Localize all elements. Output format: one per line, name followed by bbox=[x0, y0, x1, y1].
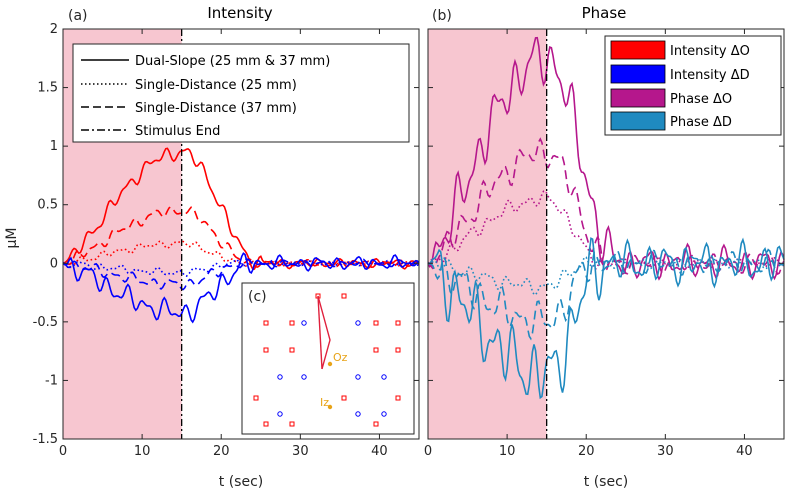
series-line-4 bbox=[62, 258, 420, 291]
inset-c-channel-1 bbox=[317, 295, 331, 370]
y-tick-label: 2 bbox=[50, 22, 58, 37]
series-line-3 bbox=[62, 252, 420, 324]
legend-a-item-3: Stimulus End bbox=[135, 124, 220, 139]
y-tick-label: 0 bbox=[50, 256, 58, 271]
source-marker bbox=[253, 395, 259, 401]
inset-c-channel-2 bbox=[317, 295, 323, 370]
detector-marker bbox=[355, 374, 361, 380]
legend-a-item-1: Single-Distance (25 mm) bbox=[135, 78, 297, 93]
legend-b: Intensity ΔO Intensity ΔD Phase ΔO Phase… bbox=[604, 35, 782, 136]
series-line-5 bbox=[62, 258, 420, 278]
inset-c-label: (c) bbox=[248, 289, 267, 305]
panel-a-ticks: 0 10 20 30 40 -1.5 -1 -0.5 0 0.5 1 1.5 2 bbox=[33, 22, 419, 459]
legend-a-item-2: Single-Distance (37 mm) bbox=[135, 101, 297, 116]
legend-b-item-1: Intensity ΔD bbox=[670, 68, 750, 83]
x-tick-label: 20 bbox=[578, 444, 595, 459]
source-marker bbox=[373, 421, 379, 427]
panel-a-series bbox=[62, 147, 420, 324]
legend-b-item-0: Intensity ΔO bbox=[670, 44, 750, 59]
legend-b-swatch-1 bbox=[610, 64, 666, 84]
panel-a-ylabel: μM bbox=[4, 228, 20, 249]
oz-label: Oz bbox=[333, 351, 348, 364]
legend-b-item-2: Phase ΔO bbox=[670, 92, 732, 107]
source-marker bbox=[289, 421, 295, 427]
series-line-3 bbox=[427, 237, 785, 400]
iz-label: Iz bbox=[320, 396, 329, 409]
panel-a-xlabel: t (sec) bbox=[219, 474, 263, 490]
source-marker bbox=[263, 347, 269, 353]
stimulus-shade-b bbox=[428, 29, 547, 439]
panel-a-axes bbox=[62, 28, 420, 440]
inset-c-points bbox=[253, 293, 401, 427]
panel-b-ticks: 0 10 20 30 40 bbox=[424, 28, 784, 459]
source-marker bbox=[263, 320, 269, 326]
series-line-4 bbox=[427, 248, 785, 341]
panel-a: (a) Intensity 0 10 20 30 40 -1.5 -1 -0.5 0 0.5 1 1.… bbox=[4, 4, 420, 490]
iz-marker bbox=[327, 404, 333, 410]
x-tick-label: 0 bbox=[424, 444, 432, 459]
panel-a-title: Intensity bbox=[207, 4, 272, 22]
source-marker bbox=[289, 320, 295, 326]
detector-marker bbox=[301, 320, 307, 326]
detector-marker bbox=[381, 374, 387, 380]
y-tick-label: 1.5 bbox=[37, 81, 58, 96]
inset-c: (c) Oz Iz bbox=[241, 282, 415, 435]
series-line-0 bbox=[427, 36, 785, 281]
y-tick-label: -1.5 bbox=[33, 432, 58, 447]
source-marker bbox=[395, 395, 401, 401]
detector-marker bbox=[277, 411, 283, 417]
source-marker bbox=[373, 347, 379, 353]
series-line-2 bbox=[427, 190, 785, 271]
source-marker bbox=[289, 347, 295, 353]
x-tick-label: 40 bbox=[736, 444, 753, 459]
y-tick-label: -0.5 bbox=[33, 315, 58, 330]
inset-c-box bbox=[241, 282, 415, 435]
x-tick-label: 20 bbox=[213, 444, 230, 459]
source-marker bbox=[373, 320, 379, 326]
x-tick-label: 10 bbox=[134, 444, 151, 459]
x-tick-label: 0 bbox=[59, 444, 67, 459]
x-tick-label: 40 bbox=[371, 444, 388, 459]
detector-marker bbox=[301, 374, 307, 380]
legend-b-swatch-0 bbox=[610, 40, 666, 60]
legend-a: Dual-Slope (25 mm & 37 mm) Single-Distan… bbox=[72, 43, 410, 143]
y-tick-label: 0.5 bbox=[37, 198, 58, 213]
detector-marker bbox=[355, 320, 361, 326]
panel-b-series bbox=[427, 36, 785, 400]
source-marker bbox=[263, 421, 269, 427]
panel-b-axes bbox=[427, 28, 785, 440]
detector-marker bbox=[381, 411, 387, 417]
series-line-1 bbox=[62, 205, 420, 269]
x-tick-label: 10 bbox=[499, 444, 516, 459]
series-line-1 bbox=[427, 137, 785, 276]
panel-a-label: (a) bbox=[68, 8, 88, 24]
detector-marker bbox=[277, 374, 283, 380]
legend-a-item-0: Dual-Slope (25 mm & 37 mm) bbox=[135, 54, 330, 69]
panel-b-label: (b) bbox=[432, 8, 452, 24]
source-marker bbox=[341, 293, 347, 299]
oz-marker bbox=[327, 361, 333, 367]
legend-b-swatch-3 bbox=[610, 111, 666, 131]
panel-b-xlabel: t (sec) bbox=[584, 474, 628, 490]
legend-b-item-3: Phase ΔD bbox=[670, 115, 732, 130]
source-marker bbox=[341, 395, 347, 401]
panel-b: (b) Phase 0 10 20 30 40 t (sec) Intensity ΔO… bbox=[424, 4, 785, 490]
x-tick-label: 30 bbox=[292, 444, 309, 459]
legend-b-swatch-2 bbox=[610, 88, 666, 108]
x-tick-label: 30 bbox=[657, 444, 674, 459]
source-marker bbox=[395, 320, 401, 326]
source-marker bbox=[395, 347, 401, 353]
panel-b-title: Phase bbox=[582, 4, 627, 22]
y-tick-label: 1 bbox=[50, 139, 58, 154]
detector-marker bbox=[355, 411, 361, 417]
y-tick-label: -1 bbox=[45, 373, 58, 388]
